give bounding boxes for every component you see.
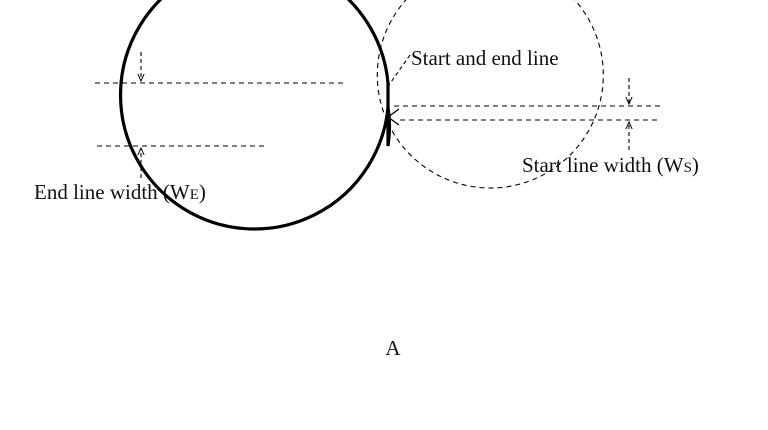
end-line-width-label: End line width (WE) [34,180,206,204]
ring-centerline [376,0,604,189]
point-a-label: A [385,336,401,360]
start-line-width-label: Start line width (WS) [522,153,699,177]
start-end-line-label: Start and end line [411,46,559,70]
centerline-arrowhead [386,108,400,126]
start-end-leader-line [388,54,411,86]
ring-band [119,0,392,231]
point-a-label-background [383,337,403,359]
